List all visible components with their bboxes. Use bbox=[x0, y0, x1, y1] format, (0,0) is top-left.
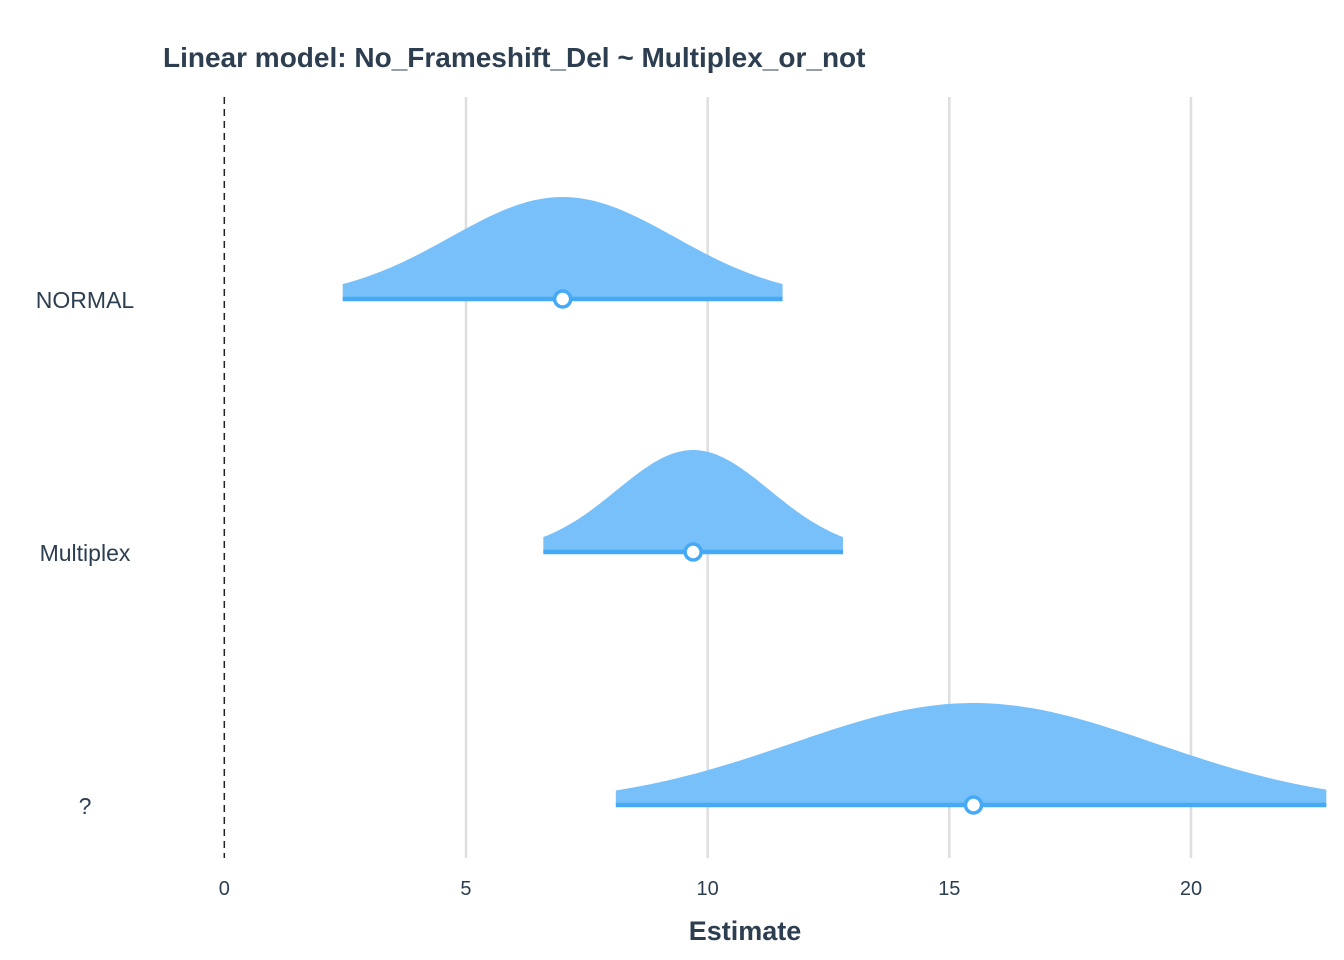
row-2 bbox=[615, 703, 1327, 815]
density-ridge bbox=[615, 703, 1327, 805]
row-0 bbox=[342, 197, 783, 309]
x-tick-label: 15 bbox=[938, 878, 960, 900]
x-tick-label: 20 bbox=[1180, 878, 1202, 900]
x-tick-label: 0 bbox=[219, 878, 230, 900]
category-label: Multiplex bbox=[40, 540, 131, 566]
category-label: NORMAL bbox=[36, 287, 135, 313]
x-tick-label: 5 bbox=[460, 878, 471, 900]
estimate-rows bbox=[342, 197, 1327, 815]
chart-title: Linear model: No_Frameshift_Del ~ Multip… bbox=[163, 42, 865, 73]
density-ridge bbox=[543, 450, 843, 552]
x-tick-label: 10 bbox=[697, 878, 719, 900]
category-label: ? bbox=[79, 793, 92, 819]
density-ridge bbox=[342, 197, 783, 299]
estimate-point bbox=[683, 542, 703, 562]
x-axis-title: Estimate bbox=[689, 916, 802, 946]
estimate-point bbox=[552, 289, 573, 309]
x-tick-labels: 0 5 10 15 20 bbox=[219, 878, 1202, 900]
row-1 bbox=[543, 450, 843, 562]
category-labels: NORMAL Multiplex? bbox=[36, 287, 135, 819]
estimate-point bbox=[963, 795, 984, 815]
grid-lines bbox=[464, 97, 1193, 858]
